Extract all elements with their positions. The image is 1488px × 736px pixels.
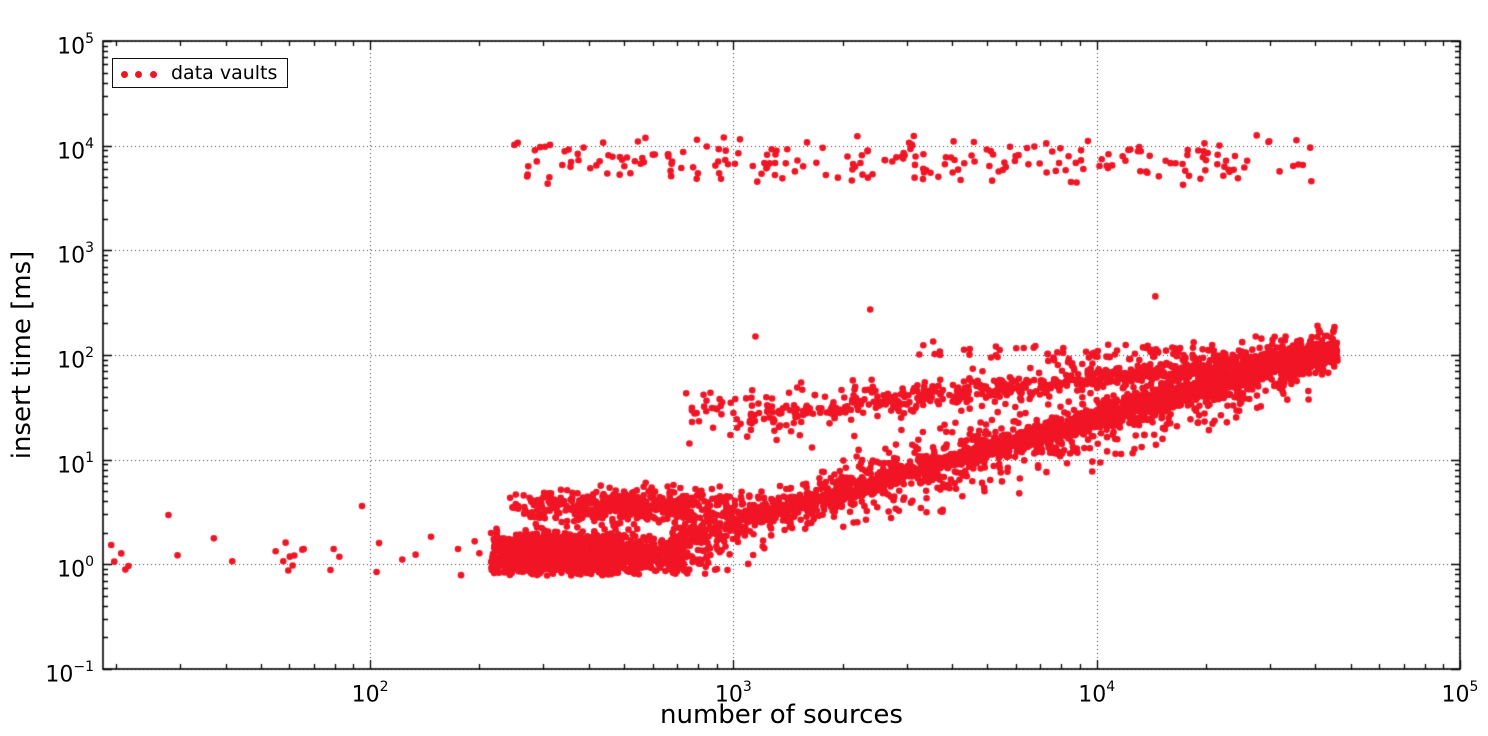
x-tick-label: 104 <box>1078 679 1116 708</box>
y-tick-label: 100 <box>57 554 94 583</box>
y-tick-label: 103 <box>57 240 94 269</box>
y-tick-label: 104 <box>57 135 94 164</box>
x-tick-label: 105 <box>1441 679 1479 708</box>
x-tick-label: 103 <box>714 679 752 708</box>
legend-marker-dot <box>150 71 157 78</box>
y-tick-label: 102 <box>57 345 94 374</box>
legend: data vaults <box>112 58 288 88</box>
y-tick-label: 101 <box>57 449 94 478</box>
y-axis-label: insert time [ms] <box>7 250 37 460</box>
x-tick-label: 102 <box>351 679 389 708</box>
x-axis-label: number of sources <box>660 700 903 730</box>
legend-label: data vaults <box>171 62 278 84</box>
legend-marker-dot <box>121 71 128 78</box>
legend-marker-dot <box>135 71 142 78</box>
y-tick-label: 105 <box>57 31 94 60</box>
y-tick-label: 10−1 <box>45 659 94 688</box>
